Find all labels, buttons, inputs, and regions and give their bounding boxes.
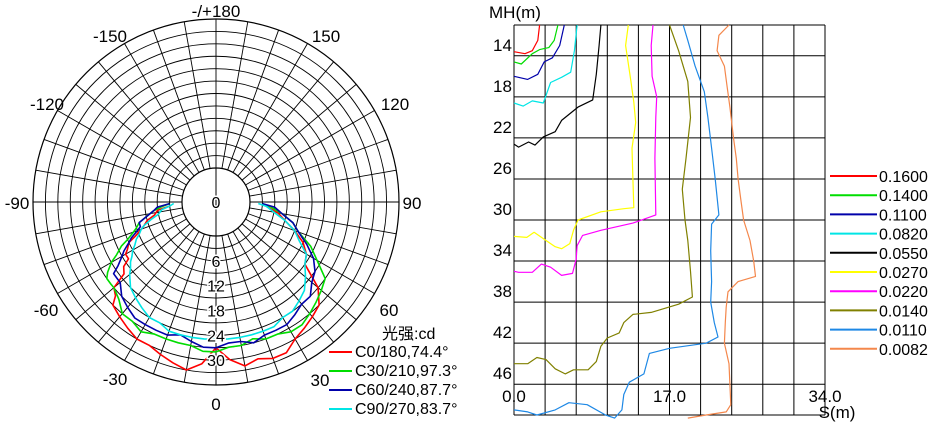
unit-label: 光强:cd <box>382 325 435 343</box>
radial-tick-18: 18 <box>207 304 225 321</box>
y-tick-42: 42 <box>493 323 512 342</box>
range-legend-label-0-0270: 0.0270 <box>879 265 928 282</box>
polar-spoke-40 <box>237 227 334 343</box>
angle-label-30: -30 <box>103 370 128 389</box>
y-tick-34: 34 <box>493 241 512 260</box>
polar-series-c30-210-97-3 <box>106 202 326 353</box>
polar-series-c90-270-83-7 <box>128 202 308 341</box>
polar-spoke-110 <box>247 138 389 191</box>
polar-series-group <box>106 202 326 371</box>
radial-tick-6: 6 <box>212 254 221 271</box>
y-tick-30: 30 <box>493 200 512 219</box>
polar-spoke-190 <box>183 21 211 169</box>
y-tick-38: 38 <box>493 282 512 301</box>
polar-spoke-220 <box>98 61 195 177</box>
range-series-0-0140 <box>514 24 693 375</box>
y-tick-46: 46 <box>493 364 512 383</box>
polar-spoke-240 <box>57 110 187 186</box>
legend-label-c30-210-97-3: C30/210,97.3° <box>355 363 457 380</box>
radial-tick-0: 0 <box>212 195 221 212</box>
angle-label-60: -60 <box>34 301 59 320</box>
range-series-0-0270 <box>513 24 637 250</box>
y-tick-22: 22 <box>493 118 512 137</box>
y-axis-title: MH(m) <box>489 3 541 22</box>
range-series-0-1100 <box>513 24 565 80</box>
range-legend-label-0-1600: 0.1600 <box>879 169 928 186</box>
polar-spoke-330 <box>124 231 200 361</box>
polar-spoke-60 <box>245 218 375 294</box>
x-tick-0-0: 0.0 <box>502 387 526 406</box>
polar-spoke-130 <box>241 84 357 181</box>
range-legend-label-0-0140: 0.0140 <box>879 303 928 320</box>
polar-spoke-260 <box>35 169 183 197</box>
polar-spoke-280 <box>35 207 183 235</box>
range-series-0-0220 <box>513 24 658 276</box>
range-axis-labels: 14 18 22 26 30 34 38 42 46 MH(m) S(m) 0.0 17.0 34.0 <box>489 3 855 422</box>
x-tick-34-0: 34.0 <box>808 387 841 406</box>
angle-label-90: -90 <box>5 194 30 213</box>
range-legend-label-0-1100: 0.1100 <box>879 207 927 224</box>
angle-label-120: 120 <box>381 95 409 114</box>
angle-label-150: 150 <box>312 27 340 46</box>
range-series-0-0082 <box>687 24 757 419</box>
radial-tick-24: 24 <box>207 328 225 345</box>
range-series-0-1600 <box>513 24 541 55</box>
range-series-0-0820 <box>513 24 578 107</box>
range-series-0-0110 <box>513 24 720 419</box>
polar-grid <box>32 18 400 386</box>
polar-spoke-250 <box>43 138 185 191</box>
radial-tick-30: 30 <box>207 353 225 370</box>
polar-spoke-340 <box>152 233 205 375</box>
range-legend-label-0-0820: 0.0820 <box>879 227 928 244</box>
polar-spoke-310 <box>75 223 191 320</box>
x-axis-title: S(m) <box>819 403 856 422</box>
range-series-0-0550 <box>513 24 602 148</box>
polar-spoke-230 <box>75 84 191 181</box>
polar-spoke-350 <box>183 235 211 383</box>
y-tick-18: 18 <box>493 77 512 96</box>
polar-spoke-320 <box>98 227 195 343</box>
polar-spoke-210 <box>124 43 200 173</box>
x-tick-17-0: 17.0 <box>653 387 686 406</box>
y-tick-26: 26 <box>493 159 512 178</box>
angle-label-90: 90 <box>403 194 422 213</box>
polar-spoke-200 <box>152 29 205 171</box>
polar-spoke-120 <box>245 110 375 186</box>
polar-spoke-70 <box>247 213 389 266</box>
range-legend-label-0-0082: 0.0082 <box>879 342 928 359</box>
legend-label-c60-240-87-7: C60/240,87.7° <box>355 382 457 399</box>
angle-label-0: 0 <box>211 395 220 414</box>
illuminance-range-chart: 14 18 22 26 30 34 38 42 46 MH(m) S(m) 0.0 17.0 34.0 0… <box>489 3 928 422</box>
polar-spoke-170 <box>221 21 249 169</box>
range-legend-label-0-0550: 0.0550 <box>879 246 928 263</box>
angle-label-150: -150 <box>93 27 127 46</box>
range-legend-label-0-1400: 0.1400 <box>879 188 928 205</box>
angle-label-60: 60 <box>380 301 399 320</box>
radial-tick-12: 12 <box>207 279 225 296</box>
legend-label-c0-180-74-4: C0/180,74.4° <box>355 344 449 361</box>
range-grid <box>513 24 826 416</box>
polar-spoke-290 <box>43 213 185 266</box>
range-legend-label-0-0110: 0.0110 <box>879 323 927 340</box>
polar-spoke-140 <box>237 61 334 177</box>
range-series-0-1400 <box>513 24 559 65</box>
polar-spoke-150 <box>232 43 308 173</box>
angle-label-30: 30 <box>311 371 330 390</box>
polar-intensity-chart: -/+180 150 120 90 60 30 0 -30 -60 -90 -120 -150 0 6 12… <box>5 2 458 418</box>
angle-label-180: -/+180 <box>192 2 241 21</box>
range-legend-label-0-0220: 0.0220 <box>879 284 928 301</box>
legend-label-c90-270-83-7: C90/270,83.7° <box>355 401 457 418</box>
angle-label-120: -120 <box>30 95 64 114</box>
polar-spoke-10 <box>221 235 249 383</box>
polar-spoke-20 <box>227 233 280 375</box>
range-legend: 0.1600 0.1400 0.1100 0.0820 0.0550 0.0270 0.02… <box>830 169 928 359</box>
polar-spoke-160 <box>227 29 280 171</box>
y-tick-14: 14 <box>493 36 512 55</box>
polar-spoke-50 <box>241 223 357 320</box>
polar-spoke-100 <box>249 169 397 197</box>
polar-labels: -/+180 150 120 90 60 30 0 -30 -60 -90 -120 -150 0 6 12… <box>5 2 422 414</box>
range-series-group <box>513 24 757 419</box>
